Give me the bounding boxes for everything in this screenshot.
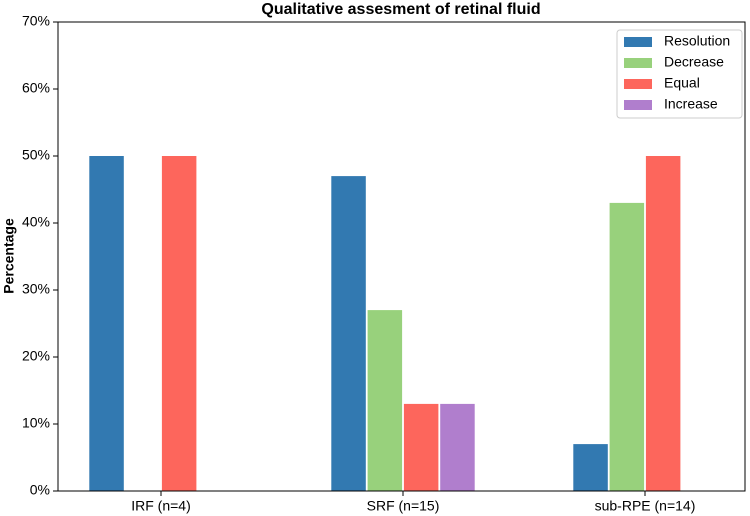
bar — [440, 403, 475, 491]
y-tick-label: 70% — [22, 13, 50, 29]
legend-box — [616, 29, 743, 119]
y-tick-label: 30% — [22, 281, 50, 297]
bar — [331, 176, 366, 491]
legend-label: Equal — [664, 75, 700, 91]
legend-label: Resolution — [664, 33, 730, 49]
y-tick-label: 10% — [22, 415, 50, 431]
legend-swatch — [624, 37, 652, 47]
x-tick-label: sub-RPE (n=14) — [595, 498, 696, 514]
x-tick-label: IRF (n=4) — [131, 498, 191, 514]
y-tick-label: 50% — [22, 147, 50, 163]
bar — [367, 310, 403, 491]
plot-frame — [57, 21, 746, 492]
legend-label: Increase — [664, 96, 718, 112]
legend-swatch — [624, 79, 652, 89]
bar — [161, 156, 197, 491]
bar — [403, 403, 439, 491]
bar — [89, 156, 124, 491]
y-tick-label: 0% — [30, 482, 50, 498]
bar — [609, 202, 645, 491]
bar — [645, 156, 681, 491]
x-tick-label: SRF (n=15) — [367, 498, 440, 514]
y-axis-label: Percentage — [1, 218, 17, 294]
chart-title: Qualitative assesment of retinal fluid — [261, 1, 540, 18]
y-tick-label: 40% — [22, 214, 50, 230]
y-tick-label: 60% — [22, 80, 50, 96]
bar — [573, 444, 608, 491]
y-tick-label: 20% — [22, 348, 50, 364]
legend-swatch — [624, 100, 652, 110]
legend-swatch — [624, 58, 652, 68]
legend-label: Decrease — [664, 54, 724, 70]
